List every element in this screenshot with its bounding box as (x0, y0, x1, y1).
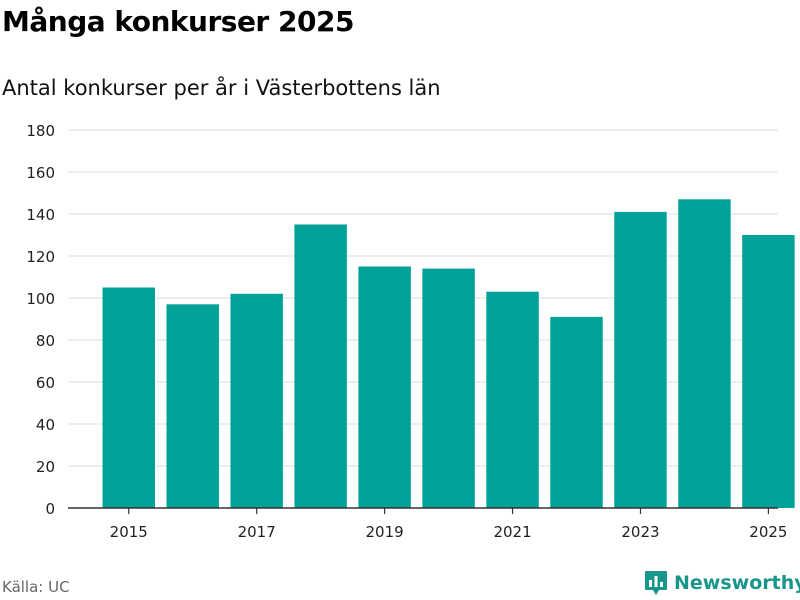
y-tick-label: 40 (36, 416, 55, 434)
bar-2018 (294, 224, 347, 508)
bar-2021 (486, 291, 539, 508)
brand-name: Newsworthy (674, 572, 800, 594)
x-tick-label: 2015 (110, 523, 148, 541)
y-tick-label: 60 (36, 374, 55, 392)
chart-title: Många konkurser 2025 (2, 5, 354, 38)
bars (102, 199, 795, 509)
source-note: Källa: UC (2, 578, 70, 596)
tick-labels: 0 20 40 60 80 100 120 140 160 180 2015 2017 2019 2021… (26, 122, 787, 541)
axes (68, 507, 778, 514)
bar-2025 (742, 235, 795, 508)
bar-2015 (102, 287, 155, 508)
y-tick-label: 140 (26, 206, 55, 224)
x-tick-label: 2023 (621, 523, 659, 541)
bar-2024 (678, 199, 731, 509)
bar-2016 (166, 304, 219, 508)
x-tick-label: 2019 (366, 523, 404, 541)
y-tick-label: 0 (45, 500, 55, 518)
bar-2023 (614, 211, 667, 508)
brand-logo: Newsworthy (644, 570, 800, 596)
bar-2017 (230, 293, 283, 508)
bar-2020 (422, 268, 475, 508)
y-tick-label: 180 (26, 122, 55, 140)
x-tick-label: 2025 (749, 523, 787, 541)
y-tick-label: 100 (26, 290, 55, 308)
y-tick-label: 120 (26, 248, 55, 266)
bar-2022 (550, 316, 603, 508)
newsworthy-logo-icon (645, 571, 667, 595)
y-tick-label: 20 (36, 458, 55, 476)
y-tick-label: 80 (36, 332, 55, 350)
bar-2019 (358, 266, 411, 508)
y-tick-label: 160 (26, 164, 55, 182)
chart-subtitle: Antal konkurser per år i Västerbottens l… (2, 76, 441, 100)
x-tick-label: 2017 (238, 523, 276, 541)
x-tick-label: 2021 (493, 523, 531, 541)
